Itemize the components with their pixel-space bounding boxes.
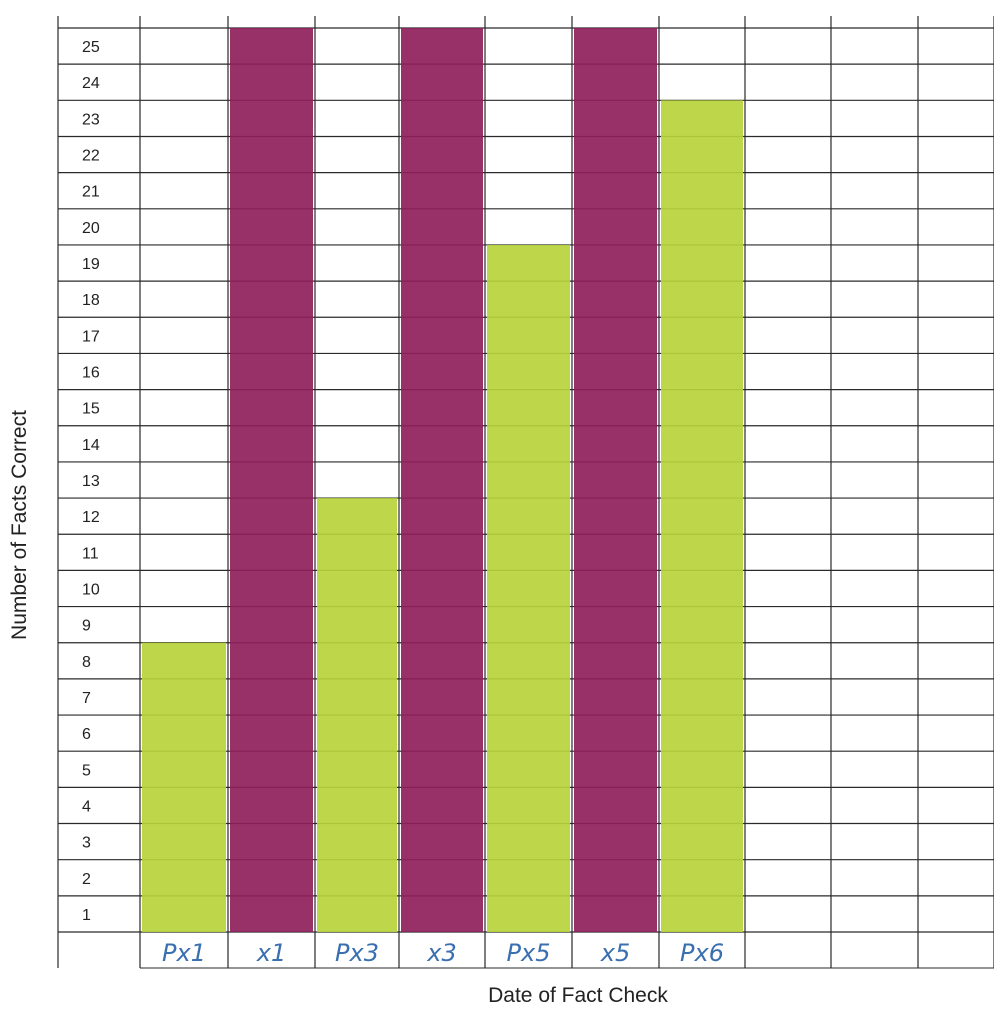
y-tick-label: 3 — [82, 835, 91, 852]
y-tick-label: 24 — [82, 75, 100, 92]
y-tick-label: 16 — [82, 365, 100, 382]
y-axis-label: Number of Facts Correct — [8, 410, 31, 640]
bar — [574, 28, 657, 932]
y-tick-label: 12 — [82, 509, 100, 526]
bar — [142, 642, 226, 932]
bar — [487, 244, 570, 932]
y-tick-label: 5 — [82, 762, 91, 779]
bar — [317, 498, 397, 932]
y-tick-label: 21 — [82, 184, 100, 201]
x-tick-label: Px6 — [680, 939, 724, 967]
y-tick-label: 6 — [82, 726, 91, 743]
x-tick-label: Px1 — [162, 939, 206, 967]
y-tick-label: 22 — [82, 148, 100, 165]
y-tick-label: 9 — [82, 618, 91, 635]
y-tick-label: 1 — [82, 907, 91, 924]
y-tick-label: 14 — [82, 437, 100, 454]
y-tick-label: 2 — [82, 871, 91, 888]
x-tick-label: x5 — [600, 939, 630, 967]
y-tick-label: 8 — [82, 654, 91, 671]
y-tick-label: 11 — [82, 545, 99, 562]
y-tick-label: 25 — [82, 39, 100, 56]
y-tick-label: 4 — [82, 798, 91, 815]
x-axis-label: Date of Fact Check — [488, 984, 668, 1007]
y-tick-label: 15 — [82, 401, 100, 418]
y-tick-label: 13 — [82, 473, 100, 490]
bar — [230, 28, 313, 932]
y-ticks: 1234567891011121314151617181920212223242… — [82, 39, 100, 924]
x-tick-label: x3 — [426, 939, 456, 967]
y-tick-label: 20 — [82, 220, 100, 237]
y-tick-label: 10 — [82, 581, 100, 598]
x-tick-label: Px5 — [507, 939, 551, 967]
x-tick-label: x1 — [256, 939, 286, 967]
x-ticks: Px1 x1 Px3 x3 Px5 x5 Px6 — [162, 939, 724, 967]
bar — [661, 100, 743, 932]
y-tick-label: 18 — [82, 292, 100, 309]
y-tick-label: 19 — [82, 256, 100, 273]
y-tick-label: 23 — [82, 111, 100, 128]
y-tick-label: 17 — [82, 328, 100, 345]
y-tick-label: 7 — [82, 690, 91, 707]
x-tick-label: Px3 — [335, 939, 379, 967]
bars — [142, 28, 743, 932]
bar — [401, 28, 483, 932]
